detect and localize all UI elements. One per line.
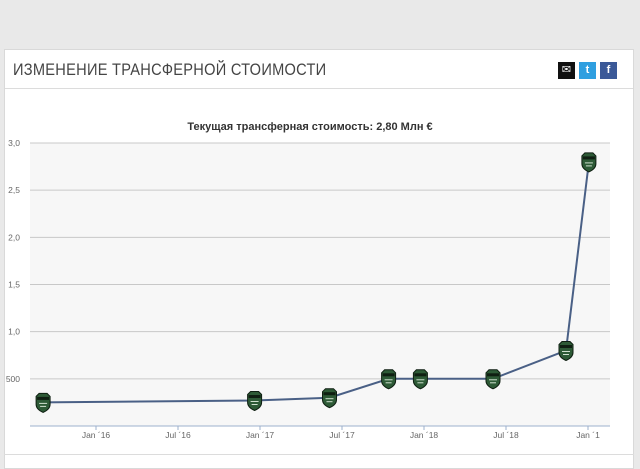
mail-icon[interactable]: ✉ (558, 62, 575, 79)
y-tick-label: 2,5 (8, 185, 20, 195)
x-tick-label: Jul ´18 (493, 430, 519, 440)
y-tick-label: 1,5 (8, 280, 20, 290)
panel-title: ИЗМЕНЕНИЕ ТРАНСФЕРНОЙ СТОИМОСТИ (13, 60, 327, 79)
club-crest-icon[interactable] (35, 392, 51, 413)
panel-header: ИЗМЕНЕНИЕ ТРАНСФЕРНОЙ СТОИМОСТИ ✉ t f (5, 50, 633, 89)
y-tick-label: 500 (6, 374, 20, 384)
x-tick-label: Jan ´17 (246, 430, 275, 440)
facebook-icon[interactable]: f (600, 62, 617, 79)
club-crest-icon[interactable] (247, 391, 263, 412)
club-crest-icon[interactable] (322, 388, 337, 409)
club-crest-icon[interactable] (412, 369, 428, 390)
club-crest-icon[interactable] (485, 369, 501, 390)
x-tick-label: Jul ´17 (329, 430, 355, 440)
x-tick-label: Jul ´16 (165, 430, 191, 440)
club-crest-icon[interactable] (381, 369, 397, 390)
x-tick-label: Jan ´18 (410, 430, 439, 440)
y-tick-label: 2,0 (8, 232, 20, 242)
twitter-icon[interactable]: t (579, 62, 596, 79)
x-tick-label: Jan ´16 (82, 430, 111, 440)
y-tick-label: 3,0 (8, 138, 20, 148)
x-tick-label: Jan ´1 (576, 430, 600, 440)
club-crest-icon[interactable] (558, 341, 574, 362)
club-crest-icon[interactable] (581, 152, 597, 173)
chart-title: Текущая трансферная стоимость: 2,80 Млн … (187, 121, 432, 133)
y-tick-label: 1,0 (8, 327, 20, 337)
value-line (43, 161, 590, 404)
panel-divider (4, 454, 634, 455)
